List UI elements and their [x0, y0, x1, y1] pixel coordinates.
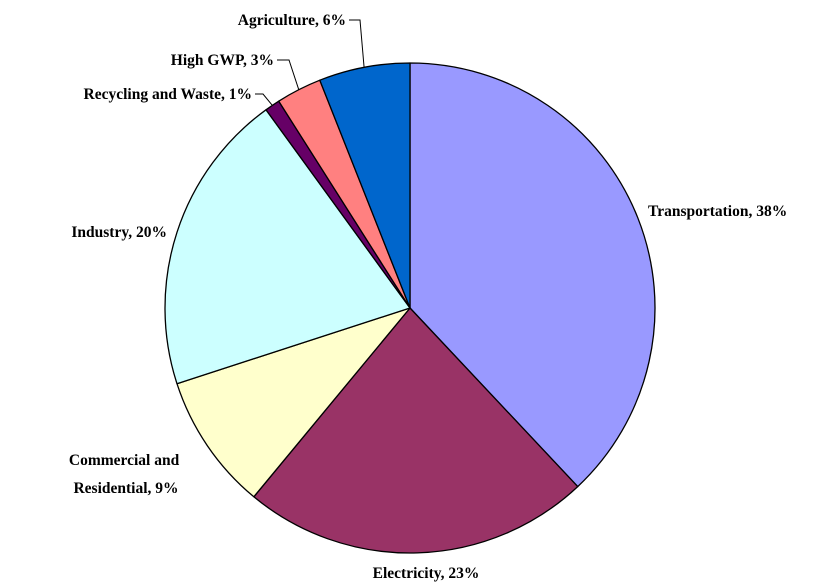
pie-slice-industry — [164, 109, 411, 385]
pie-slice-transportation — [409, 62, 656, 488]
leader-lines — [255, 19, 365, 106]
slice-label-commercial-residential-line-2: Residential, 9% — [73, 480, 178, 497]
leader-line-recycling-and-waste — [255, 93, 273, 106]
slice-label-industry: Industry, 20% — [71, 224, 167, 241]
pie-slice-commercial-and-residential — [176, 307, 411, 498]
slice-label-recycling-and-waste: Recycling and Waste, 1% — [84, 86, 253, 103]
slices-layer — [164, 62, 656, 554]
leader-line-high-gwp — [277, 59, 300, 90]
slice-label-transportation: Transportation, 38% — [648, 203, 787, 220]
pie-slice-electricity — [253, 307, 579, 554]
labels-layer: Transportation, 38% Electricity, 23% Com… — [69, 12, 787, 582]
leader-line-agriculture — [349, 19, 365, 68]
slice-label-electricity: Electricity, 23% — [373, 565, 480, 582]
slice-label-agriculture: Agriculture, 6% — [238, 12, 346, 29]
slice-label-commercial-residential: Commercial and Residential, 9% — [69, 452, 183, 497]
slice-label-high-gwp: High GWP, 3% — [171, 52, 274, 69]
slice-label-commercial-residential-line-1: Commercial and — [69, 452, 180, 469]
